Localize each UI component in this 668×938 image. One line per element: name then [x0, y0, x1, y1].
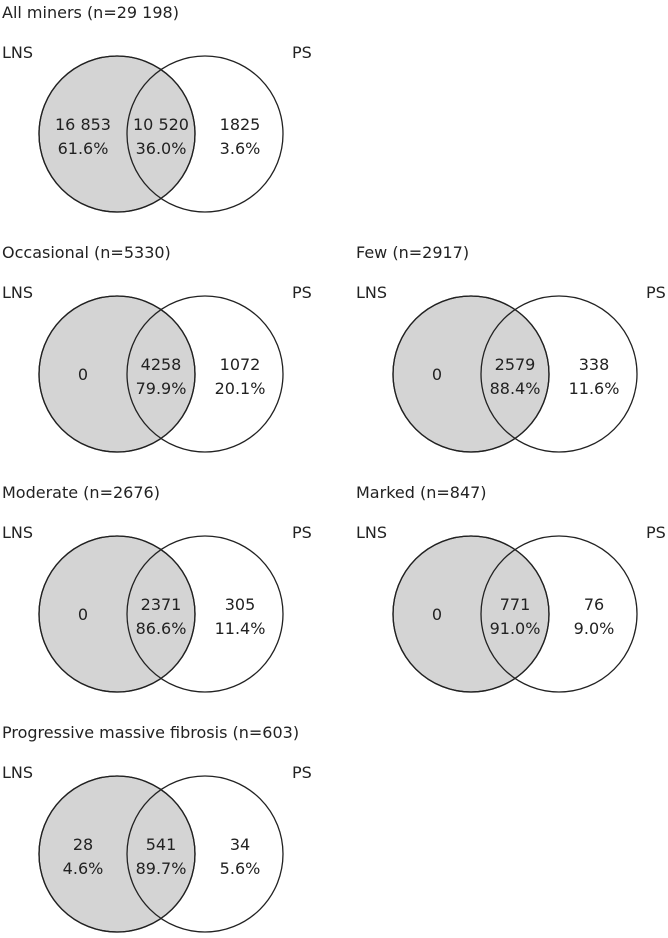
ps-circle: [126, 295, 284, 453]
overlap-count: 10 520: [133, 115, 189, 134]
lns-label: LNS: [356, 523, 387, 542]
lns-circle: [38, 775, 196, 933]
ps-label: PS: [292, 43, 312, 62]
venn-panel-3: Few (n=2917) LNS PS 0 2579 88.4% 338 11.6%: [356, 243, 666, 453]
lns-only-pct: 61.6%: [58, 139, 109, 158]
panel-title: All miners (n=29 198): [2, 3, 179, 22]
lns-circle: [392, 295, 550, 453]
overlap-pct: 88.4%: [490, 379, 541, 398]
lns-circle-outline: [38, 775, 196, 933]
panel-title: Marked (n=847): [356, 483, 487, 502]
overlap-count: 4258: [141, 355, 182, 374]
venn-panel-1: All miners (n=29 198) LNS PS 16 853 61.6% 10 …: [2, 3, 312, 213]
lns-only-count: 28: [73, 835, 93, 854]
lns-label: LNS: [2, 523, 33, 542]
ps-circle: [480, 295, 638, 453]
lns-circle-outline: [38, 55, 196, 213]
overlap-pct: 91.0%: [490, 619, 541, 638]
lns-label: LNS: [2, 43, 33, 62]
lns-circle-outline: [38, 535, 196, 693]
ps-label: PS: [292, 763, 312, 782]
venn-panel-2: Occasional (n=5330) LNS PS 0 4258 79.9% 1072 20…: [2, 243, 312, 453]
overlap-count: 541: [146, 835, 177, 854]
lns-label: LNS: [356, 283, 387, 302]
lns-only-count: 0: [78, 605, 88, 624]
ps-circle: [126, 535, 284, 693]
ps-label: PS: [646, 523, 666, 542]
ps-only-count: 305: [225, 595, 256, 614]
overlap-pct: 89.7%: [136, 859, 187, 878]
ps-only-pct: 3.6%: [220, 139, 261, 158]
ps-only-pct: 11.4%: [215, 619, 266, 638]
overlap-pct: 79.9%: [136, 379, 187, 398]
lns-circle-outline: [392, 535, 550, 693]
lns-only-count: 0: [432, 365, 442, 384]
lns-label: LNS: [2, 763, 33, 782]
lns-circle: [392, 535, 550, 693]
lns-only-pct: 4.6%: [63, 859, 104, 878]
panel-title: Few (n=2917): [356, 243, 469, 262]
ps-label: PS: [646, 283, 666, 302]
lns-circle-outline: [392, 295, 550, 453]
venn-panel-5: Marked (n=847) LNS PS 0 771 91.0% 76 9.0%: [356, 483, 666, 693]
ps-only-count: 1825: [220, 115, 261, 134]
panel-title: Occasional (n=5330): [2, 243, 171, 262]
ps-only-count: 76: [584, 595, 604, 614]
ps-only-pct: 5.6%: [220, 859, 261, 878]
ps-only-count: 1072: [220, 355, 261, 374]
ps-only-pct: 20.1%: [215, 379, 266, 398]
lns-circle: [38, 295, 196, 453]
ps-only-pct: 11.6%: [569, 379, 620, 398]
venn-panel-4: Moderate (n=2676) LNS PS 0 2371 86.6% 305 11.4%: [2, 483, 312, 693]
venn-panel-6: Progressive massive fibrosis (n=603) LNS P…: [2, 723, 312, 933]
ps-circle: [126, 55, 284, 213]
ps-label: PS: [292, 523, 312, 542]
ps-only-count: 338: [579, 355, 610, 374]
panel-title: Moderate (n=2676): [2, 483, 160, 502]
lns-only-count: 0: [78, 365, 88, 384]
overlap-count: 771: [500, 595, 531, 614]
overlap-count: 2371: [141, 595, 182, 614]
lns-only-count: 0: [432, 605, 442, 624]
panel-title: Progressive massive fibrosis (n=603): [2, 723, 299, 742]
ps-label: PS: [292, 283, 312, 302]
ps-only-count: 34: [230, 835, 250, 854]
ps-circle: [480, 535, 638, 693]
overlap-pct: 36.0%: [136, 139, 187, 158]
ps-only-pct: 9.0%: [574, 619, 615, 638]
overlap-pct: 86.6%: [136, 619, 187, 638]
lns-circle: [38, 535, 196, 693]
ps-circle: [126, 775, 284, 933]
lns-circle: [38, 55, 196, 213]
lns-circle-outline: [38, 295, 196, 453]
lns-label: LNS: [2, 283, 33, 302]
overlap-count: 2579: [495, 355, 536, 374]
lns-only-count: 16 853: [55, 115, 111, 134]
